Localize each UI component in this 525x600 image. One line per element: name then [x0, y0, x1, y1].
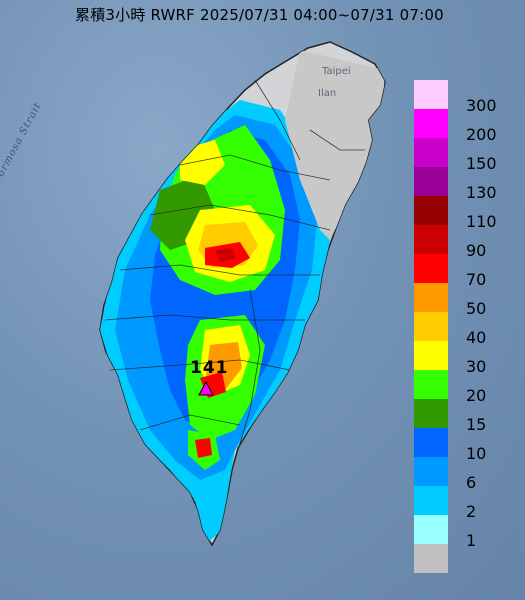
- legend-swatch: [414, 312, 448, 341]
- legend-swatch: [414, 544, 448, 573]
- legend-swatch: [414, 428, 448, 457]
- rainfall-field: [100, 50, 385, 545]
- legend-label: 300: [466, 96, 497, 115]
- legend-swatch: [414, 80, 448, 109]
- county-boundaries: [104, 79, 365, 461]
- legend-swatch: [414, 167, 448, 196]
- legend-swatch: [414, 138, 448, 167]
- legend-swatch: [414, 515, 448, 544]
- legend-label: 130: [466, 183, 497, 202]
- legend-label: 15: [466, 415, 487, 434]
- city-label-taipei: Taipei: [322, 66, 351, 77]
- legend-swatch: [414, 399, 448, 428]
- legend-label: 200: [466, 125, 497, 144]
- legend-swatch: [414, 196, 448, 225]
- legend-label: 110: [466, 212, 497, 231]
- city-label-ilan: Ilan: [318, 88, 337, 99]
- legend-swatch: [414, 486, 448, 515]
- legend-swatch: [414, 109, 448, 138]
- legend-label: 70: [466, 270, 487, 289]
- legend-label: 40: [466, 328, 487, 347]
- legend-label: 30: [466, 357, 487, 376]
- legend-swatch: [414, 370, 448, 399]
- legend-label: 1: [466, 531, 477, 550]
- legend-label: 150: [466, 154, 497, 173]
- legend-label: 20: [466, 386, 487, 405]
- legend-label: 90: [466, 241, 487, 260]
- legend-swatch: [414, 283, 448, 312]
- peak-value: 141: [190, 358, 229, 378]
- legend-swatch: [414, 341, 448, 370]
- legend-label: 2: [466, 502, 477, 521]
- legend-label: 50: [466, 299, 487, 318]
- legend-label: 10: [466, 444, 487, 463]
- legend-swatch: [414, 457, 448, 486]
- legend-swatch: [414, 225, 448, 254]
- legend-swatch: [414, 254, 448, 283]
- peak-marker-triangle: [198, 380, 214, 396]
- legend-label: 6: [466, 473, 477, 492]
- map-title: 累積3小時 RWRF 2025/07/31 04:00~07/31 07:00: [75, 6, 444, 24]
- legend-colorbar: [414, 80, 448, 573]
